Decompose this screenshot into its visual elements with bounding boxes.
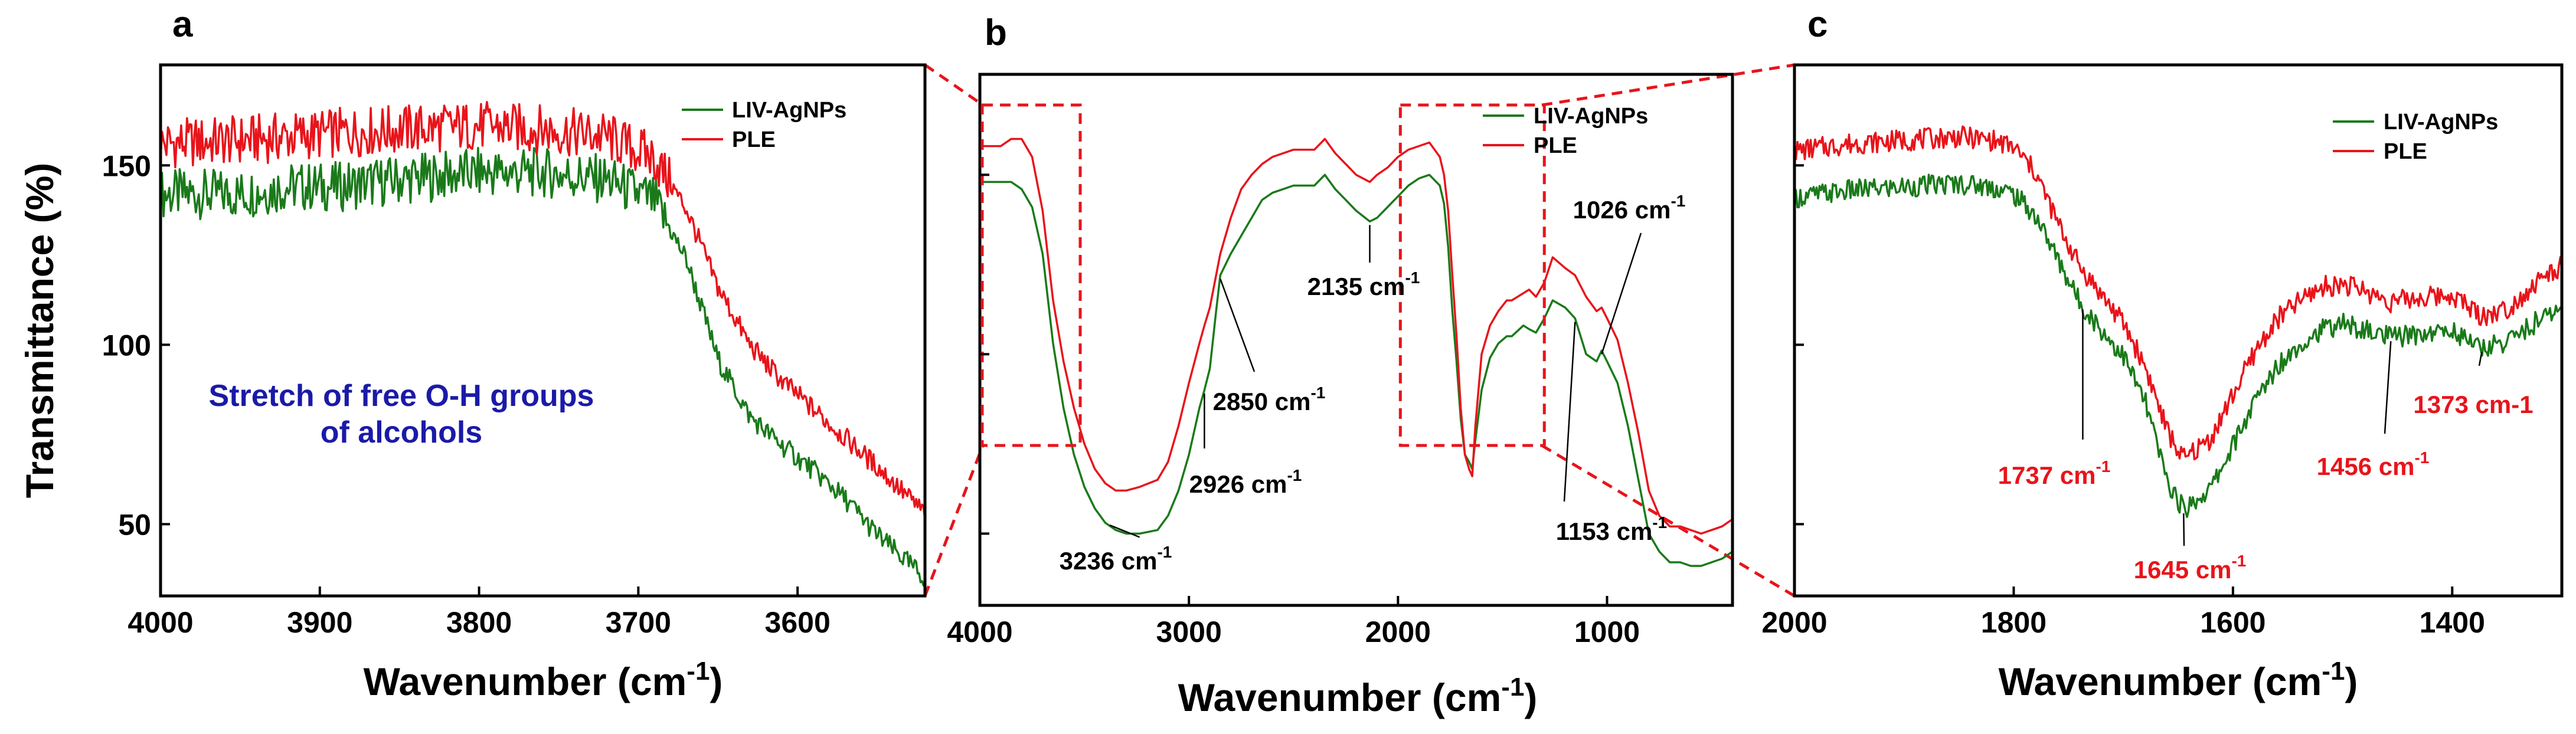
x-tick-label: 1600 bbox=[2200, 606, 2266, 639]
series-line-liv-agnps bbox=[980, 173, 1733, 567]
y-tick-label: 50 bbox=[118, 508, 151, 541]
panel-a-note-line-1: Stretch of free O-H groups bbox=[209, 379, 594, 413]
legend-label-ple: PLE bbox=[732, 127, 776, 152]
y-tick-label: 100 bbox=[102, 329, 151, 362]
x-tick-label: 3700 bbox=[606, 606, 671, 639]
x-tick-label: 3000 bbox=[1156, 615, 1222, 648]
zoom-region-box bbox=[1398, 103, 1546, 447]
x-tick-label: 1000 bbox=[1574, 615, 1640, 648]
x-tick-label: 3600 bbox=[765, 606, 831, 639]
series-line-liv-agnps bbox=[159, 146, 926, 587]
panel-c-frame bbox=[1793, 63, 2564, 598]
annotation-leader bbox=[2384, 341, 2392, 434]
connector-c-bottom bbox=[1541, 444, 1796, 598]
panel-c-x-ticks: 2000 1800 1600 1400 bbox=[1761, 586, 2485, 639]
panel-b-series bbox=[980, 137, 1733, 567]
y-tick-label: 150 bbox=[102, 149, 151, 182]
x-tick-label: 2000 bbox=[1365, 615, 1431, 648]
series-line-liv-agnps bbox=[1793, 173, 2562, 519]
annotation-leader bbox=[1601, 232, 1642, 355]
x-tick-label: 3800 bbox=[446, 606, 512, 639]
x-tick-label: 4000 bbox=[947, 615, 1012, 648]
panel-c-annotations: 1737 cm-1 1645 cm-1 1456 cm-1 1373 cm-1 bbox=[1998, 309, 2533, 584]
legend-label-liv-agnps: LIV-AgNPs bbox=[2384, 110, 2498, 135]
panel-a-legend: LIV-AgNPs PLE bbox=[682, 98, 846, 152]
panel-a-y-ticks: 50 100 150 bbox=[102, 149, 170, 541]
legend-label-ple: PLE bbox=[1534, 133, 1577, 158]
annotation-label: 1026 cm-1 bbox=[1573, 192, 1686, 224]
panel-c-legend: LIV-AgNPs PLE bbox=[2333, 110, 2498, 164]
x-tick-label: 2000 bbox=[1761, 606, 1827, 639]
panel-b-annotations: 3236 cm-1 2926 cm-1 2850 cm-1 2135 cm-1 1026… bbox=[1060, 192, 1686, 575]
series-line-ple bbox=[159, 101, 926, 520]
panel-a-series bbox=[159, 101, 926, 587]
annotation-label: 1645 cm-1 bbox=[2134, 552, 2247, 584]
annotation-label: 1153 cm-1 bbox=[1556, 513, 1667, 545]
annotation-label: 3236 cm-1 bbox=[1060, 543, 1172, 575]
zoom-connectors bbox=[923, 63, 1796, 598]
x-tick-label: 3900 bbox=[287, 606, 352, 639]
panel-a-x-ticks: 4000 3900 3800 3700 3600 bbox=[128, 586, 831, 639]
panel-letter-c: c bbox=[1807, 4, 1828, 45]
panel-c-series bbox=[1793, 125, 2563, 519]
annotation-label: 2850 cm-1 bbox=[1213, 384, 1326, 415]
panel-b: b 4000 3000 2000 1000 Wavenumber (cm-1) LIV… bbox=[947, 12, 1734, 719]
panel-b-x-ticks: 4000 3000 2000 1000 bbox=[947, 596, 1640, 648]
panel-a-frame bbox=[159, 63, 927, 598]
connector-c-top bbox=[1541, 63, 1795, 107]
connector-a-bottom bbox=[923, 445, 985, 597]
panel-b-zoom-boxes bbox=[980, 103, 1546, 447]
panel-c-x-axis-title: Wavenumber (cm-1) bbox=[1999, 657, 2358, 703]
x-tick-label: 1800 bbox=[1981, 606, 2047, 639]
panel-c: c 2000 1800 1600 1400 Wavenumber (cm-1) LIV… bbox=[1761, 4, 2564, 703]
series-line-ple bbox=[1794, 125, 2563, 461]
annotation-label: 1456 cm-1 bbox=[2317, 448, 2430, 480]
annotation-label: 2926 cm-1 bbox=[1189, 466, 1302, 498]
panel-b-legend: LIV-AgNPs PLE bbox=[1483, 104, 1648, 158]
annotation-leader bbox=[1220, 278, 1256, 372]
series-line-ple bbox=[980, 137, 1733, 535]
annotation-leader bbox=[2183, 513, 2185, 546]
panel-b-frame bbox=[978, 73, 1734, 607]
annotation-leader bbox=[1109, 524, 1140, 538]
panel-letter-b: b bbox=[985, 12, 1007, 53]
legend-label-ple: PLE bbox=[2384, 139, 2427, 164]
legend-label-liv-agnps: LIV-AgNPs bbox=[1534, 104, 1648, 129]
annotation-leader bbox=[2478, 352, 2483, 366]
annotation-label: 1373 cm-1 bbox=[2413, 391, 2533, 418]
panel-letter-a: a bbox=[172, 4, 193, 45]
panel-a: a 50 100 150 4000 3900 3800 3700 3600 Transmit… bbox=[18, 4, 927, 703]
legend-label-liv-agnps: LIV-AgNPs bbox=[732, 98, 846, 123]
annotation-label: 1737 cm-1 bbox=[1998, 457, 2111, 489]
panel-c-y-ticks bbox=[1794, 164, 1804, 526]
panel-a-x-axis-title: Wavenumber (cm-1) bbox=[364, 657, 723, 703]
panel-b-x-axis-title: Wavenumber (cm-1) bbox=[1178, 673, 1538, 719]
connector-a-top bbox=[924, 63, 984, 107]
annotation-leader bbox=[1563, 322, 1576, 502]
panel-a-note-line-2: of alcohols bbox=[321, 415, 482, 450]
x-tick-label: 4000 bbox=[128, 606, 193, 639]
panel-b-y-ticks bbox=[980, 173, 989, 535]
x-tick-label: 1400 bbox=[2420, 606, 2485, 639]
zoom-region-box bbox=[980, 103, 1082, 447]
annotation-label: 2135 cm-1 bbox=[1307, 268, 1420, 300]
panel-a-y-axis-title: Transmittance (%) bbox=[18, 163, 61, 498]
